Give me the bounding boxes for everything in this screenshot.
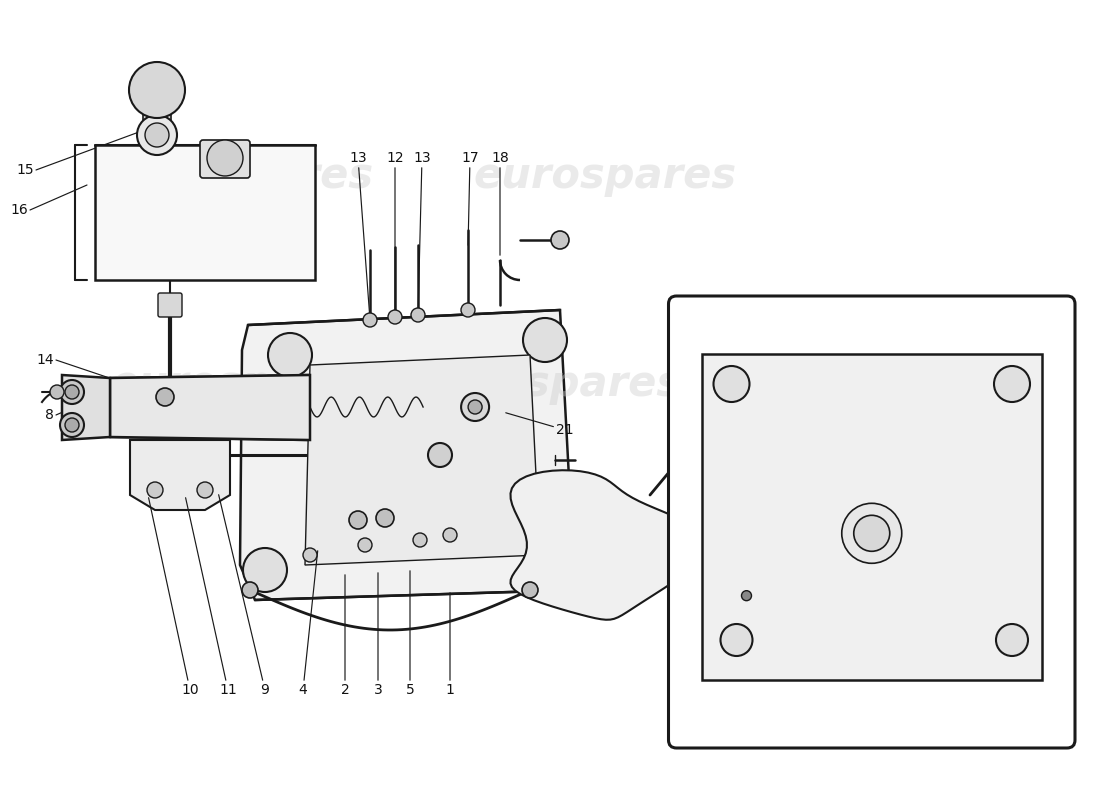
Text: 13: 13	[349, 151, 370, 318]
Circle shape	[443, 528, 456, 542]
Circle shape	[757, 446, 773, 462]
Circle shape	[65, 385, 79, 399]
Text: 20: 20	[733, 601, 750, 662]
Polygon shape	[62, 375, 110, 440]
Circle shape	[268, 333, 312, 377]
Circle shape	[388, 310, 401, 324]
Circle shape	[720, 624, 752, 656]
Circle shape	[147, 482, 163, 498]
Text: 18: 18	[491, 151, 509, 255]
Text: 8: 8	[45, 408, 54, 422]
FancyBboxPatch shape	[669, 296, 1075, 748]
Polygon shape	[305, 355, 540, 565]
Circle shape	[469, 400, 482, 414]
Circle shape	[522, 543, 566, 587]
Polygon shape	[130, 440, 230, 510]
Text: eurospares: eurospares	[418, 363, 682, 405]
Circle shape	[714, 366, 749, 402]
Circle shape	[207, 140, 243, 176]
Circle shape	[129, 62, 185, 118]
Circle shape	[461, 303, 475, 317]
Circle shape	[156, 388, 174, 406]
Circle shape	[50, 385, 64, 399]
Polygon shape	[110, 375, 310, 440]
Text: 19: 19	[772, 591, 805, 667]
Circle shape	[994, 366, 1030, 402]
Text: 17: 17	[461, 151, 478, 246]
Text: eurospares: eurospares	[110, 363, 374, 405]
Polygon shape	[95, 145, 315, 280]
Circle shape	[243, 548, 287, 592]
Polygon shape	[240, 310, 575, 600]
Circle shape	[60, 413, 84, 437]
Text: 14: 14	[36, 353, 54, 367]
Text: eurospares: eurospares	[473, 155, 737, 197]
Circle shape	[358, 538, 372, 552]
Text: 2: 2	[341, 574, 350, 697]
Text: 21: 21	[506, 413, 574, 437]
Text: 1: 1	[446, 593, 454, 697]
Circle shape	[145, 123, 169, 147]
Text: 456 GTA: 456 GTA	[773, 706, 889, 730]
Text: 3: 3	[374, 573, 383, 697]
Text: 16: 16	[10, 203, 28, 217]
Text: 4: 4	[298, 550, 318, 697]
Text: eurospares: eurospares	[110, 155, 374, 197]
Text: 9: 9	[219, 494, 270, 697]
Circle shape	[411, 308, 425, 322]
Text: 5: 5	[406, 570, 415, 697]
Circle shape	[522, 582, 538, 598]
Circle shape	[741, 590, 751, 601]
Circle shape	[854, 515, 890, 551]
Circle shape	[138, 115, 177, 155]
Polygon shape	[702, 354, 1042, 680]
Text: 13: 13	[414, 151, 431, 312]
FancyBboxPatch shape	[158, 293, 182, 317]
Circle shape	[302, 548, 317, 562]
Circle shape	[60, 380, 84, 404]
Circle shape	[376, 509, 394, 527]
FancyBboxPatch shape	[143, 103, 170, 147]
Circle shape	[461, 393, 490, 421]
Circle shape	[412, 533, 427, 547]
Circle shape	[65, 418, 79, 432]
Text: 10: 10	[148, 498, 199, 697]
Circle shape	[197, 482, 213, 498]
Circle shape	[242, 582, 258, 598]
Circle shape	[996, 624, 1028, 656]
Polygon shape	[510, 470, 707, 620]
Circle shape	[349, 511, 367, 529]
Text: 11: 11	[186, 498, 236, 697]
Circle shape	[428, 443, 452, 467]
Text: 15: 15	[16, 163, 34, 177]
FancyBboxPatch shape	[200, 140, 250, 178]
Circle shape	[522, 318, 566, 362]
Circle shape	[363, 313, 377, 327]
Circle shape	[551, 231, 569, 249]
Circle shape	[842, 503, 902, 563]
Text: 12: 12	[386, 151, 404, 314]
